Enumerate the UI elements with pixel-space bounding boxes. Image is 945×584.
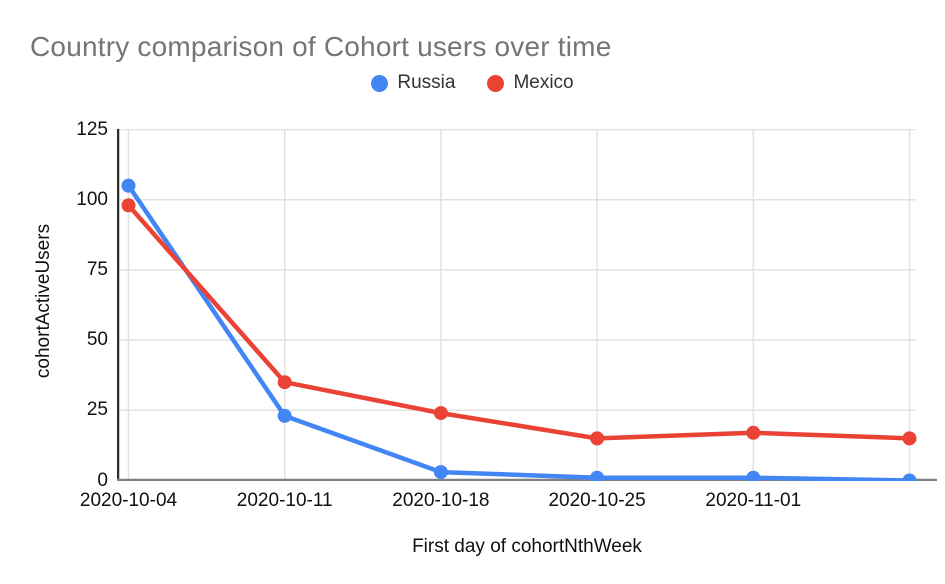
chart-title: Country comparison of Cohort users over … — [30, 31, 612, 62]
y-tick-label: 50 — [86, 329, 108, 351]
y-tick-label: 25 — [86, 399, 108, 421]
data-point-mexico[interactable] — [433, 406, 448, 421]
data-point-mexico[interactable] — [121, 198, 136, 213]
x-tick-label: 2020-10-11 — [236, 490, 333, 511]
data-point-russia[interactable] — [746, 470, 761, 481]
data-point-russia[interactable] — [121, 178, 136, 193]
y-tick-label: 125 — [76, 118, 108, 140]
series-line-russia — [126, 183, 912, 481]
line-chart-plot — [117, 129, 937, 481]
data-point-mexico[interactable] — [902, 431, 917, 446]
legend-item-mexico[interactable]: Mexico — [487, 72, 574, 94]
data-point-russia[interactable] — [590, 470, 605, 481]
x-tick-label: 2020-10-18 — [392, 490, 490, 511]
legend: Russia Mexico — [0, 72, 945, 94]
y-tick-label: 75 — [86, 258, 108, 280]
data-point-russia[interactable] — [433, 465, 448, 480]
legend-label: Mexico — [513, 72, 574, 93]
legend-item-russia[interactable]: Russia — [371, 72, 455, 94]
y-axis-title: cohortActiveUsers — [33, 223, 54, 379]
y-tick-label: 100 — [76, 188, 108, 210]
x-axis-title: First day of cohortNthWeek — [412, 536, 642, 557]
legend-swatch-icon — [371, 74, 389, 92]
x-tick-label: 2020-11-01 — [705, 490, 802, 511]
legend-label: Russia — [397, 72, 456, 93]
data-point-mexico[interactable] — [590, 431, 605, 446]
legend-swatch-icon — [487, 74, 505, 92]
series-line-mexico — [126, 203, 912, 441]
x-tick-label: 2020-10-25 — [548, 490, 646, 511]
x-tick-label: 2020-10-04 — [79, 490, 178, 511]
data-point-russia[interactable] — [902, 473, 917, 482]
data-point-mexico[interactable] — [277, 375, 292, 390]
y-tick-label: 0 — [97, 469, 108, 491]
data-point-russia[interactable] — [277, 408, 292, 423]
data-point-mexico[interactable] — [746, 425, 761, 440]
